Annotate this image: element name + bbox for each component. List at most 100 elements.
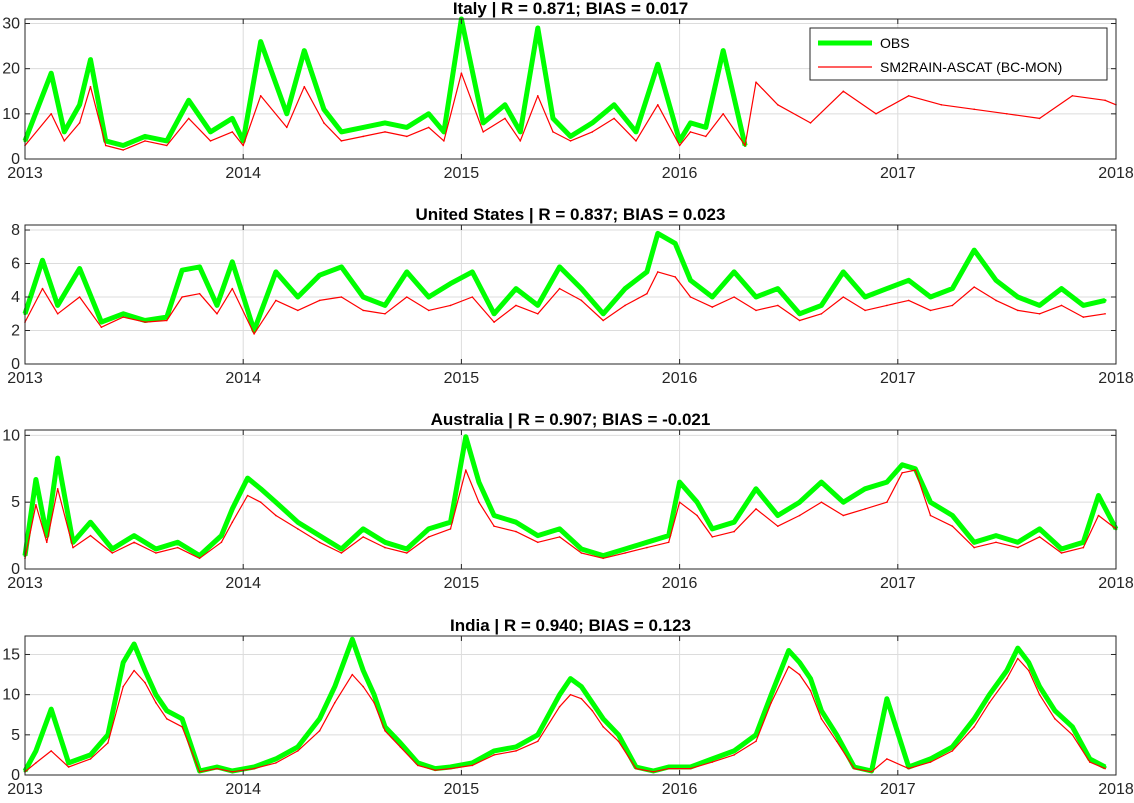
data-point-sm2rain-ascat — [72, 546, 74, 549]
data-point-obs — [710, 295, 714, 299]
data-point-sm2rain-ascat — [1082, 546, 1085, 549]
data-point-obs — [339, 130, 343, 134]
data-point-sm2rain-ascat — [209, 140, 212, 142]
data-point-sm2rain-ascat — [318, 730, 321, 732]
data-point-obs — [78, 103, 82, 107]
data-point-sm2rain-ascat — [231, 287, 234, 290]
data-point-obs — [673, 241, 677, 245]
data-point-sm2rain-ascat — [853, 767, 855, 770]
data-point-sm2rain-ascat — [318, 299, 321, 302]
x-tick-label: 2013 — [7, 575, 43, 592]
data-point-obs — [841, 270, 845, 274]
data-point-sm2rain-ascat — [144, 681, 146, 684]
data-point-sm2rain-ascat — [733, 296, 735, 298]
data-point-sm2rain-ascat — [89, 85, 92, 88]
data-point-obs — [180, 717, 184, 721]
data-point-sm2rain-ascat — [122, 316, 124, 318]
data-point-obs — [1081, 303, 1085, 307]
data-point-sm2rain-ascat — [35, 504, 37, 506]
y-tick-label: 0 — [11, 356, 20, 373]
data-point-obs — [819, 709, 823, 713]
data-point-sm2rain-ascat — [951, 304, 954, 307]
data-point-obs — [787, 649, 791, 652]
data-point-obs — [230, 260, 234, 264]
data-point-obs — [1038, 303, 1042, 307]
data-point-obs — [165, 709, 169, 713]
data-point-sm2rain-ascat — [78, 122, 81, 124]
data-point-obs — [645, 540, 649, 544]
axes-frame — [24, 635, 1117, 776]
data-point-sm2rain-ascat — [334, 701, 336, 704]
x-tick-label: 2018 — [1098, 575, 1134, 592]
data-point-obs — [678, 139, 682, 143]
data-point-sm2rain-ascat — [875, 113, 877, 115]
data-point-sm2rain-ascat — [1089, 761, 1091, 763]
data-point-sm2rain-ascat — [340, 296, 343, 298]
data-point-sm2rain-ascat — [1017, 309, 1019, 312]
data-point-obs — [180, 268, 184, 272]
data-point-sm2rain-ascat — [122, 685, 124, 688]
data-point-sm2rain-ascat — [351, 673, 354, 676]
y-tick-label: 5 — [11, 727, 20, 744]
data-point-obs — [1016, 540, 1020, 544]
data-point-obs — [296, 745, 300, 749]
data-point-sm2rain-ascat — [1017, 657, 1019, 660]
data-point-sm2rain-ascat — [406, 296, 408, 298]
data-point-obs — [296, 520, 300, 524]
data-point-obs — [1038, 685, 1042, 689]
data-point-sm2rain-ascat — [144, 321, 146, 323]
data-point-obs — [154, 547, 158, 551]
data-point-obs — [274, 270, 278, 274]
data-point-obs — [383, 540, 387, 544]
data-point-sm2rain-ascat — [253, 767, 255, 770]
data-point-obs — [259, 40, 263, 44]
data-point-obs — [252, 765, 256, 769]
data-point-obs — [551, 116, 555, 120]
data-point-obs — [427, 527, 431, 531]
data-point-sm2rain-ascat — [89, 534, 92, 537]
data-point-sm2rain-ascat — [144, 140, 146, 142]
data-point-obs — [623, 547, 627, 551]
data-point-sm2rain-ascat — [705, 135, 707, 138]
data-point-sm2rain-ascat — [537, 541, 539, 544]
data-point-obs — [732, 749, 736, 753]
data-point-sm2rain-ascat — [733, 754, 735, 756]
data-point-obs — [176, 540, 180, 544]
data-point-sm2rain-ascat — [275, 762, 277, 764]
data-point-obs — [819, 480, 823, 484]
series-line-obs — [22, 434, 1119, 559]
data-point-obs — [536, 534, 540, 538]
y-tick-label: 0 — [11, 561, 20, 578]
data-point-sm2rain-ascat — [231, 131, 234, 133]
data-point-obs — [132, 642, 136, 646]
data-point-sm2rain-ascat — [635, 767, 637, 770]
data-point-obs — [78, 267, 82, 270]
data-point-sm2rain-ascat — [449, 304, 452, 307]
x-tick-label: 2017 — [880, 370, 916, 387]
data-point-obs — [536, 733, 540, 737]
data-point-obs — [1060, 287, 1063, 291]
data-point-obs — [950, 287, 954, 291]
data-point-obs — [449, 282, 452, 286]
data-point-obs — [994, 534, 998, 538]
data-point-sm2rain-ascat — [78, 296, 81, 298]
data-point-sm2rain-ascat — [951, 525, 954, 527]
data-point-sm2rain-ascat — [558, 705, 561, 708]
data-point-sm2rain-ascat — [678, 144, 681, 147]
data-point-obs — [710, 527, 714, 531]
x-tick-label: 2016 — [662, 370, 698, 387]
data-point-obs — [656, 231, 660, 235]
x-tick-label: 2016 — [662, 165, 698, 182]
data-point-obs — [470, 270, 474, 274]
data-point-sm2rain-ascat — [1071, 95, 1074, 97]
x-tick-label: 2017 — [880, 165, 916, 182]
axes-frame — [24, 429, 1117, 570]
data-point-sm2rain-ascat — [842, 90, 845, 93]
data-point-sm2rain-ascat — [133, 669, 135, 672]
data-point-sm2rain-ascat — [493, 754, 495, 756]
data-point-sm2rain-ascat — [478, 501, 480, 504]
data-point-sm2rain-ascat — [907, 767, 910, 770]
data-point-obs — [929, 500, 932, 504]
